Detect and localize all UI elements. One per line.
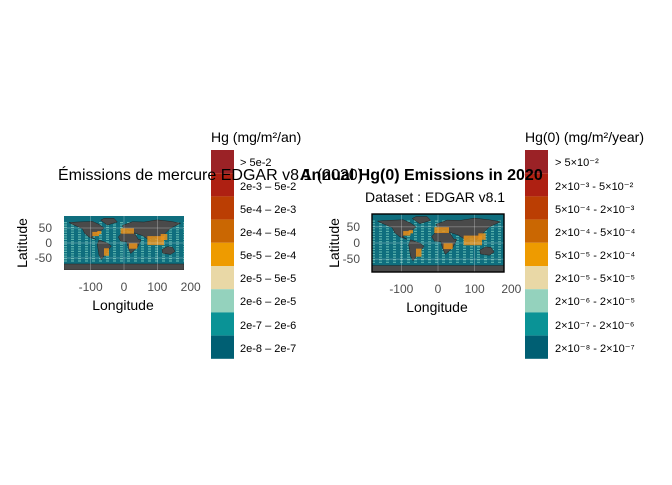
grid-right [372,214,504,272]
legend-label: 5×10⁻⁵ - 2×10⁻⁴ [555,250,636,262]
hotspot [416,248,422,257]
legend-label: 2e-8 – 2e-7 [240,343,296,355]
legend-key [211,173,234,197]
legend-label: 5e-5 – 2e-4 [240,250,296,262]
legend-key [525,173,548,197]
legend-label: 2×10⁻⁵ - 5×10⁻⁵ [555,273,635,285]
map-land-right [372,216,504,272]
hotspot [434,227,449,234]
legend-label: 5×10⁻⁴ - 2×10⁻³ [555,204,635,216]
legend-key [211,289,234,313]
hotspot [403,231,411,236]
legend-label: 2×10⁻⁷ - 2×10⁻⁶ [555,320,634,332]
legend-label: 2e-6 – 2e-5 [240,296,296,308]
legend-key [525,335,548,359]
legend-label: 2×10⁻⁶ - 2×10⁻⁵ [555,296,635,308]
x-tick-label: 100 [465,282,485,296]
grid-left [64,216,184,270]
hotspot [104,248,109,256]
legend-key [525,312,548,336]
legend-label: 2×10⁻⁴ - 5×10⁻⁴ [555,227,636,239]
land-mass [120,219,182,241]
legend-key [525,150,548,174]
legend-key [211,266,234,290]
legend-key [525,219,548,243]
legend-key [525,196,548,220]
legend-key [211,242,234,266]
legend-keys-right [525,150,548,359]
x-tick-label: -100 [389,282,413,296]
x-axis-label-right: Longitude [406,299,468,315]
legend-key [211,150,234,174]
hotspot [129,243,138,249]
hotspot [97,231,102,234]
chart-title-right: Annual Hg(0) Emissions in 2020 [300,167,543,184]
x-tick-label: 200 [181,280,201,294]
y-ticks-left: 500-50 [35,221,53,265]
x-tick-label: 0 [435,282,442,296]
legend-label: 2e-5 – 5e-5 [240,273,296,285]
x-axis-label-left: Longitude [92,297,154,313]
x-tick-label: -100 [79,280,103,294]
legend-key [525,242,548,266]
land-mass [161,246,176,255]
x-tick-label: 0 [121,280,128,294]
x-ticks-left: -100 0 100 200 [79,280,201,294]
legend-key [211,219,234,243]
legend-title-right: Hg(0) (mg/m²/year) [525,129,644,145]
legend-label: > 5e-2 [240,157,272,169]
x-ticks-right: -100 0 100 200 [389,282,521,296]
hotspot [463,235,482,246]
y-tick-label: 0 [45,236,52,250]
legend-key [525,289,548,313]
hotspot [147,236,164,246]
legend-label: 2e-7 – 2e-6 [240,320,296,332]
y-tick-label: -50 [35,251,53,265]
x-tick-label: 100 [147,280,167,294]
chart-title-left: Émissions de mercure EDGAR v8.1 (2020) [58,165,363,184]
hotspot [443,243,453,250]
legend-key [211,196,234,220]
legend-labels-right: > 5×10⁻² 2×10⁻³ - 5×10⁻² 5×10⁻⁴ - 2×10⁻³… [555,157,636,355]
y-ticks-right: 50 0 -50 [343,220,361,266]
legend-label: 2×10⁻³ - 5×10⁻² [555,181,634,193]
panel-border-right [371,213,505,273]
hotspot [92,231,99,237]
land-mass [479,246,495,256]
hotspot [160,234,168,240]
panel-right: -100 0 100 200 50 0 -50 Longitude Latitude Da… [300,129,644,359]
legend-key [211,335,234,359]
y-tick-label: 50 [347,220,361,234]
y-tick-label: -50 [343,252,361,266]
legend-title-left: Hg (mg/m²/an) [211,129,301,145]
land-mass [100,218,118,226]
chart-subtitle-right: Dataset : EDGAR v8.1 [365,189,505,205]
legend-label: 2e-4 – 5e-4 [240,227,296,239]
hotspot [478,233,486,240]
legend-label: > 5×10⁻² [555,157,599,169]
legend-keys-left [211,150,234,359]
panel-left: -100 0 100 200 500-50 Longitude Latitude Hg… [14,129,363,359]
y-tick-label: 0 [353,236,360,250]
x-tick-label: 200 [501,282,521,296]
map-land-left [64,218,184,270]
legend-label: 2e-3 – 5e-2 [240,181,296,193]
legend-label: 5e-4 – 2e-3 [240,204,296,216]
hotspot [120,228,134,234]
legend-key [211,312,234,336]
land-mass [434,217,502,241]
legend-labels-left: > 5e-2 2e-3 – 5e-2 5e-4 – 2e-3 2e-4 – 5e… [240,157,296,355]
legend-label: 2×10⁻⁸ - 2×10⁻⁷ [555,343,635,355]
y-axis-label-right: Latitude [326,218,342,268]
hotspot [408,230,414,234]
legend-key [525,266,548,290]
land-mass [411,216,432,224]
y-tick-label: 50 [39,221,53,235]
y-axis-label-left: Latitude [14,218,30,268]
